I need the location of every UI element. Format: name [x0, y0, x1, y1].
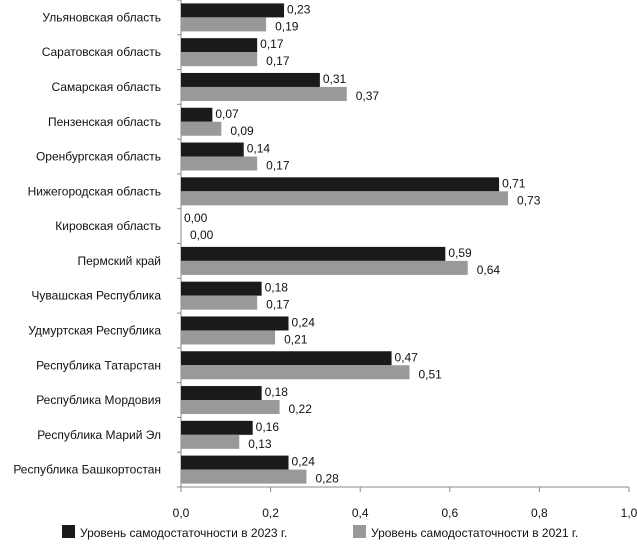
value-label-2023: 0,24: [292, 315, 316, 329]
category-label: Пермский край: [77, 254, 161, 268]
value-label-2021: 0,17: [266, 298, 290, 312]
value-label-2021: 0,13: [248, 437, 272, 451]
bar-2021: [181, 260, 468, 275]
value-label-2023: 0,59: [448, 246, 472, 260]
value-label-2023: 0,47: [395, 350, 419, 364]
value-label-2021: 0,19: [275, 19, 299, 33]
bar-2021: [181, 365, 410, 380]
bar-2021: [181, 295, 258, 310]
bar-2021: [181, 400, 280, 415]
bar-2021: [181, 121, 222, 136]
bar-2023: [181, 386, 262, 401]
value-label-2021: 0,64: [477, 263, 501, 277]
bar-2023: [181, 3, 285, 18]
bar-2021: [181, 330, 276, 345]
category-label: Республика Мордовия: [36, 393, 161, 407]
legend-label-2023: Уровень самодостаточности в 2023 г.: [80, 526, 287, 540]
category-label: Саратовская область: [42, 45, 161, 59]
bar-2021: [181, 191, 509, 206]
bar-2021: [181, 86, 347, 101]
value-label-2023: 0,24: [292, 455, 316, 469]
bar-2021: [181, 469, 307, 484]
value-label-2023: 0,71: [502, 176, 526, 190]
value-label-2023: 0,07: [215, 107, 239, 121]
value-label-2023: 0,31: [323, 72, 347, 86]
bar-2023: [181, 107, 213, 122]
value-label-2021: 0,09: [230, 124, 254, 138]
x-tick-label: 0,4: [352, 506, 369, 520]
value-label-2023: 0,16: [256, 420, 280, 434]
category-label: Чувашская Республика: [31, 289, 161, 303]
legend-swatch-2023: [62, 525, 75, 538]
x-tick-label: 0,0: [173, 506, 190, 520]
bar-2023: [181, 72, 320, 87]
category-label: Республика Башкортостан: [13, 463, 161, 477]
value-label-2023: 0,18: [265, 385, 289, 399]
x-tick-label: 0,8: [531, 506, 548, 520]
category-label: Кировская область: [55, 219, 161, 233]
category-label: Пензенская область: [48, 115, 161, 129]
bar-2023: [181, 246, 446, 261]
bar-2021: [181, 17, 267, 32]
value-label-2021: 0,28: [315, 472, 339, 486]
bar-2021: [181, 52, 258, 67]
category-label: Оренбургская область: [36, 150, 161, 164]
x-tick-label: 1,0: [621, 506, 637, 520]
bar-2021: [181, 156, 258, 171]
category-label: Республика Татарстан: [36, 358, 161, 372]
value-label-2023: 0,23: [287, 2, 311, 16]
bar-2023: [181, 38, 258, 53]
value-label-2021: 0,51: [418, 367, 442, 381]
bar-2023: [181, 142, 244, 157]
value-label-2023: 0,18: [265, 281, 289, 295]
bar-2021: [181, 434, 240, 449]
bar-2023: [181, 281, 262, 296]
bar-2023: [181, 177, 500, 192]
value-label-2021: 0,22: [289, 402, 313, 416]
value-label-2021: 0,37: [356, 89, 380, 103]
value-label-2023: 0,17: [260, 37, 284, 51]
category-label: Ульяновская область: [42, 10, 161, 24]
value-label-2021: 0,21: [284, 332, 308, 346]
value-label-2021: 0,17: [266, 159, 290, 173]
value-label-2021: 0,73: [517, 193, 541, 207]
bar-2023: [181, 455, 289, 470]
value-label-2021: 0,00: [190, 228, 214, 242]
value-label-2023: 0,14: [247, 142, 271, 156]
legend-label-2021: Уровень самодостаточности в 2021 г.: [371, 526, 578, 540]
x-tick-label: 0,6: [441, 506, 458, 520]
bar-2023: [181, 316, 289, 331]
value-label-2021: 0,17: [266, 54, 290, 68]
bar-2023: [181, 351, 392, 366]
x-tick-label: 0,2: [262, 506, 279, 520]
bar-2023: [181, 420, 253, 435]
category-label: Самарская область: [51, 80, 161, 94]
value-label-2023: 0,00: [184, 211, 208, 225]
category-label: Нижегородская область: [28, 184, 161, 198]
legend-swatch-2021: [353, 525, 366, 538]
category-label: Республика Марий Эл: [37, 428, 161, 442]
category-label: Удмуртская Республика: [28, 323, 161, 337]
